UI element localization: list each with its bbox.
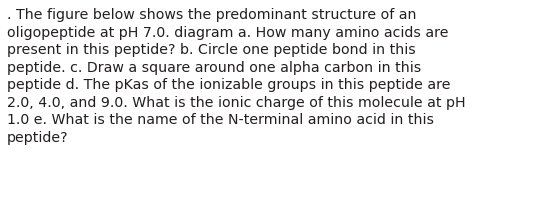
- Text: . The figure below shows the predominant structure of an
oligopeptide at pH 7.0.: . The figure below shows the predominant…: [7, 8, 465, 145]
